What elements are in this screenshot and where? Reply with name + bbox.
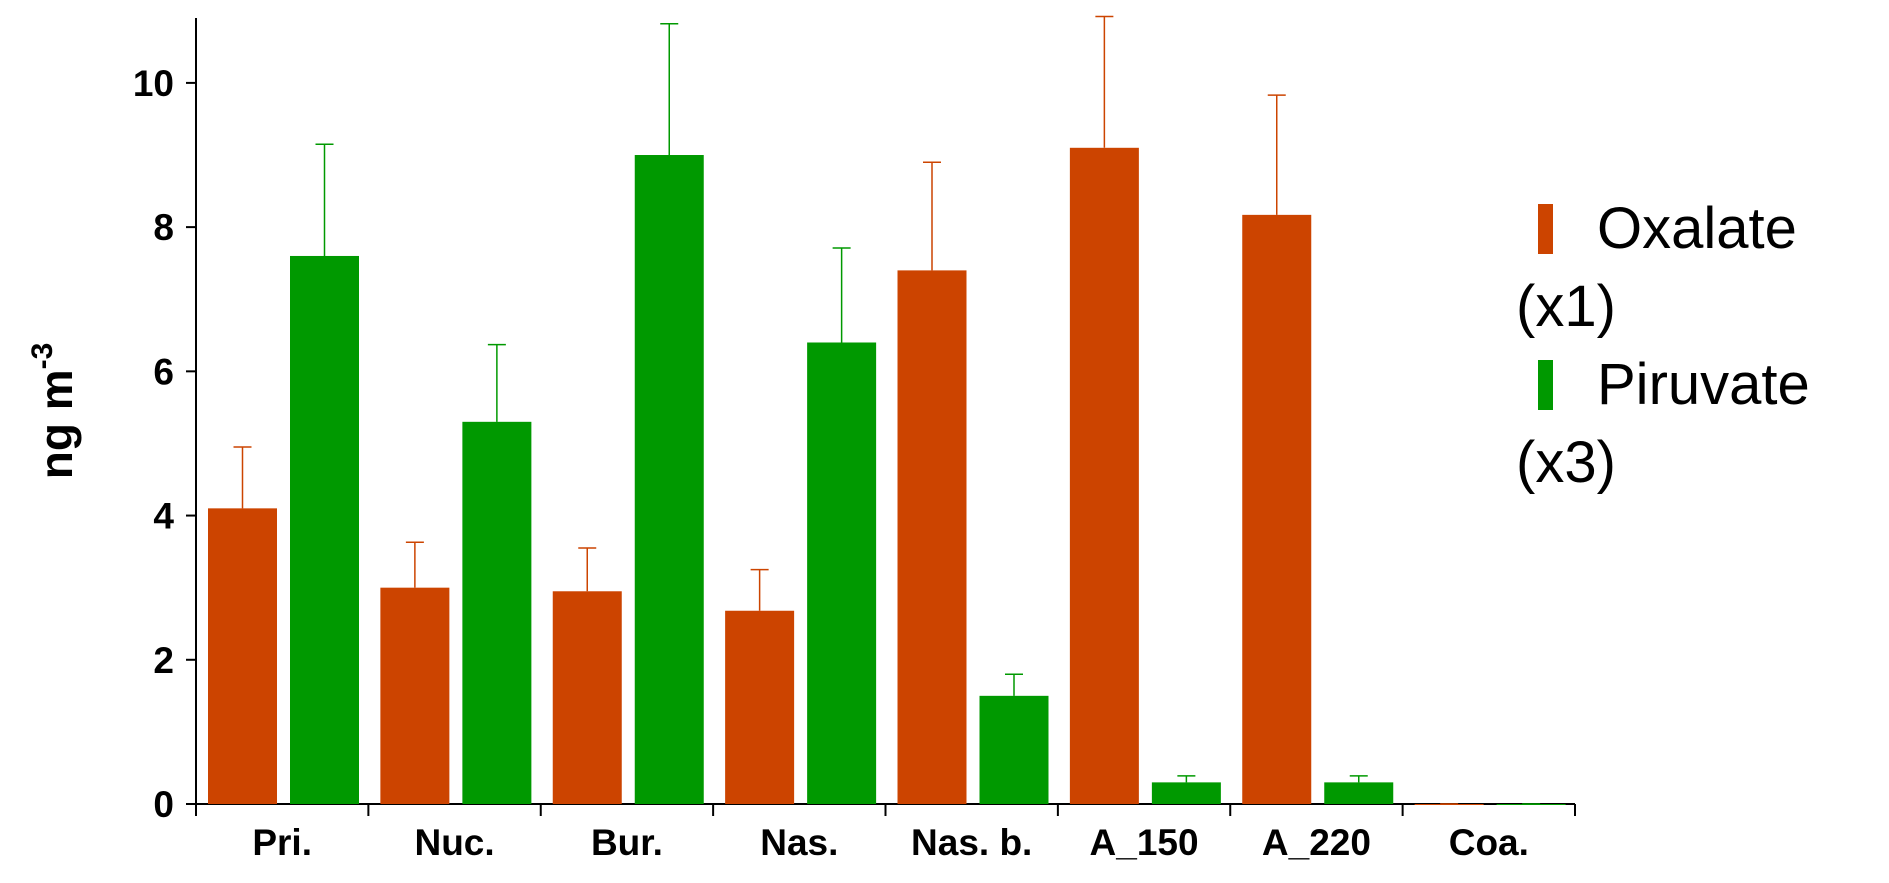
x-tick-label: Nuc.: [414, 822, 494, 863]
error-bar: [1095, 15, 1114, 148]
error-bar: [233, 446, 252, 509]
bar: [208, 508, 277, 804]
bar: [290, 255, 359, 804]
bar: [807, 342, 877, 804]
error-bar: [1177, 775, 1196, 783]
error-bar: [487, 343, 506, 422]
legend-entry: Oxalate (x1): [1516, 190, 1871, 346]
bar: [1069, 147, 1139, 805]
legend-label: Oxalate (x1): [1516, 196, 1797, 339]
bar: [462, 421, 532, 804]
legend-swatch: [1538, 360, 1553, 410]
error-bar: [578, 547, 597, 592]
y-axis-title: ng m-3: [26, 343, 82, 480]
x-tick-label: A_150: [1090, 822, 1199, 863]
y-tick-label: 0: [153, 784, 174, 825]
error-bar: [1005, 673, 1023, 696]
bar: [897, 270, 967, 804]
legend: Oxalate (x1) Piruvate (x3): [1516, 190, 1871, 502]
bar: [1151, 782, 1221, 804]
error-bar: [315, 143, 334, 256]
error-bar: [1267, 94, 1286, 215]
x-tick-label: Bur.: [591, 822, 663, 863]
y-tick-label: 2: [153, 640, 174, 681]
legend-label: Piruvate (x3): [1516, 352, 1810, 495]
error-bar: [923, 161, 941, 271]
legend-swatch: [1538, 204, 1553, 254]
bar: [1324, 782, 1394, 804]
y-label-sup: -3: [26, 343, 59, 370]
bar: [380, 587, 450, 804]
error-bar: [1349, 775, 1368, 783]
bar: [1242, 214, 1312, 805]
y-tick-label: 4: [153, 496, 174, 537]
x-tick-label: Nas. b.: [911, 822, 1032, 863]
y-tick-label: 6: [153, 351, 174, 392]
bar: [634, 155, 704, 805]
y-tick-label: 10: [133, 63, 174, 104]
legend-entry: Piruvate (x3): [1516, 346, 1871, 502]
x-tick-label: Nas.: [760, 822, 838, 863]
error-bar: [832, 247, 851, 343]
x-tick-label: Pri.: [252, 822, 312, 863]
bar: [979, 695, 1049, 804]
x-tick-label: Coa.: [1449, 822, 1529, 863]
error-bar: [660, 23, 679, 156]
bar: [725, 610, 795, 804]
x-tick-label: A_220: [1262, 822, 1371, 863]
bar: [552, 591, 622, 804]
y-label: ng m: [30, 369, 82, 479]
y-tick-label: 8: [153, 207, 174, 248]
error-bar: [750, 568, 769, 611]
error-bar: [405, 541, 424, 588]
